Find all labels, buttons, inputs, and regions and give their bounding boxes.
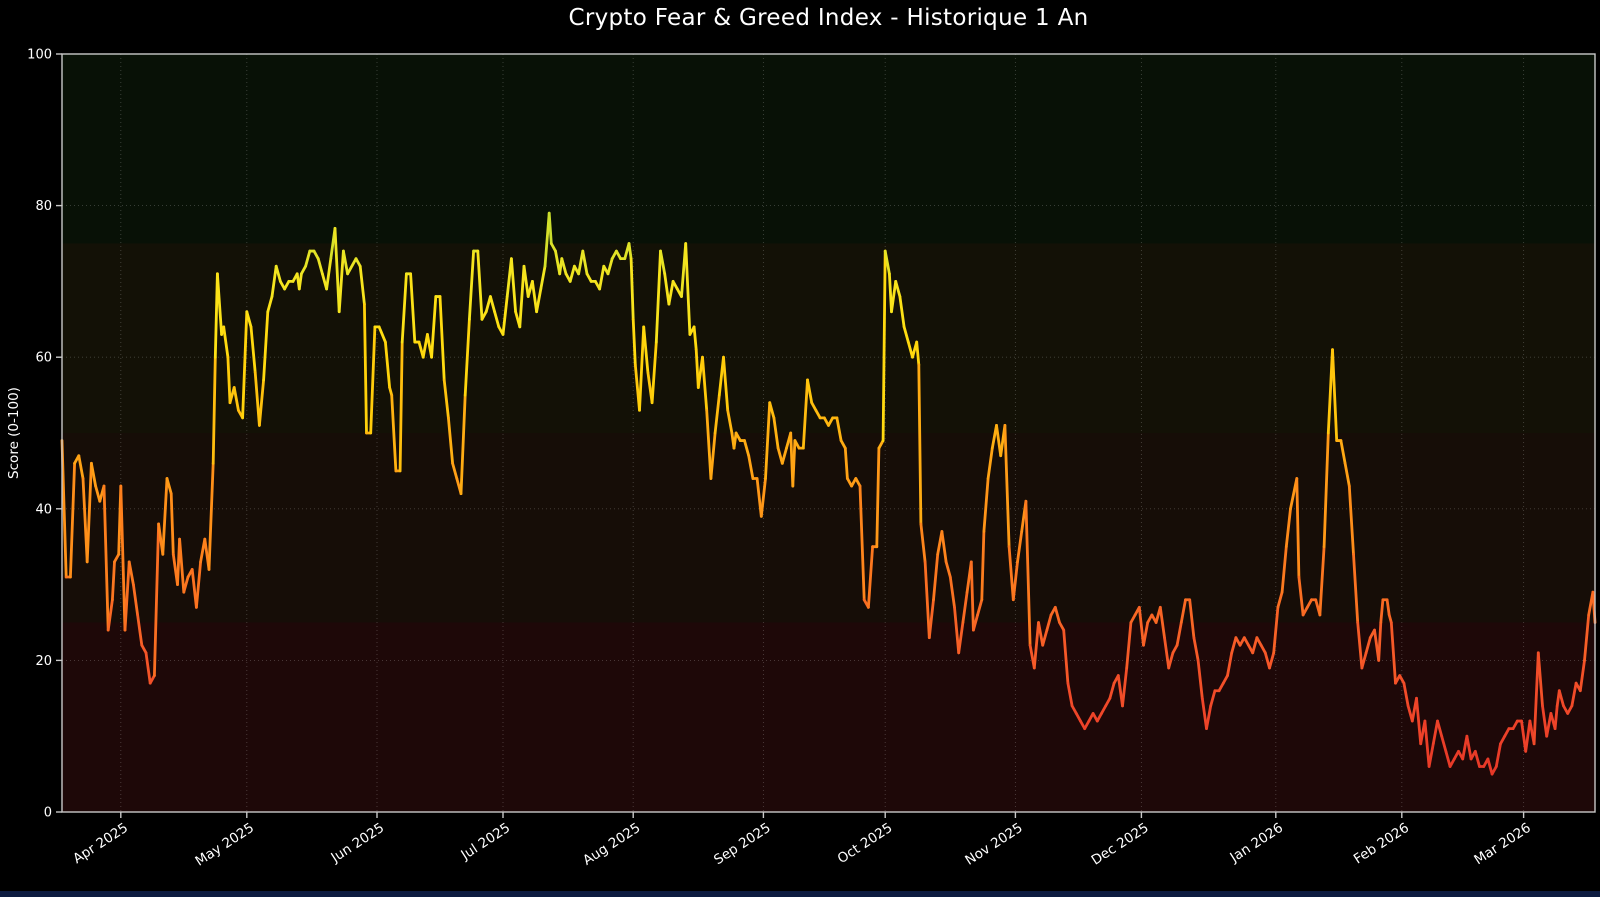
- y-tick-label: 100: [27, 48, 52, 63]
- x-tick-label: Nov 2025: [962, 820, 1025, 869]
- index-line: [60, 211, 1597, 776]
- y-tick-label: 60: [35, 351, 52, 366]
- y-tick-label: 0: [44, 806, 52, 821]
- x-tick-label: Oct 2025: [835, 820, 896, 867]
- x-tick-label: Feb 2026: [1351, 820, 1412, 867]
- plot-frame: [61, 53, 1596, 813]
- y-tick-label: 20: [35, 654, 52, 669]
- y-tick-label: 40: [35, 502, 52, 517]
- x-tick-label: Apr 2025: [70, 820, 131, 867]
- x-tick-label: Jun 2025: [328, 820, 388, 867]
- band-greed: [62, 243, 1595, 433]
- x-tick-label: Jul 2025: [458, 820, 514, 864]
- x-tick-label: Mar 2026: [1471, 820, 1533, 868]
- band-extreme-fear: [62, 622, 1595, 812]
- x-tick-label: Jan 2026: [1227, 820, 1286, 866]
- band-fear: [62, 433, 1595, 623]
- y-tick-label: 80: [35, 199, 52, 214]
- x-tick-label: May 2025: [192, 820, 257, 870]
- x-tick-label: Sep 2025: [711, 820, 773, 868]
- band-extreme-greed: [62, 54, 1595, 244]
- value-bands: [62, 54, 1595, 812]
- chart-title: Crypto Fear & Greed Index - Historique 1…: [568, 5, 1089, 31]
- x-tick-label: Dec 2025: [1089, 820, 1152, 869]
- bottom-taskbar-strip: [0, 891, 1600, 897]
- x-tick-label: Aug 2025: [580, 820, 643, 869]
